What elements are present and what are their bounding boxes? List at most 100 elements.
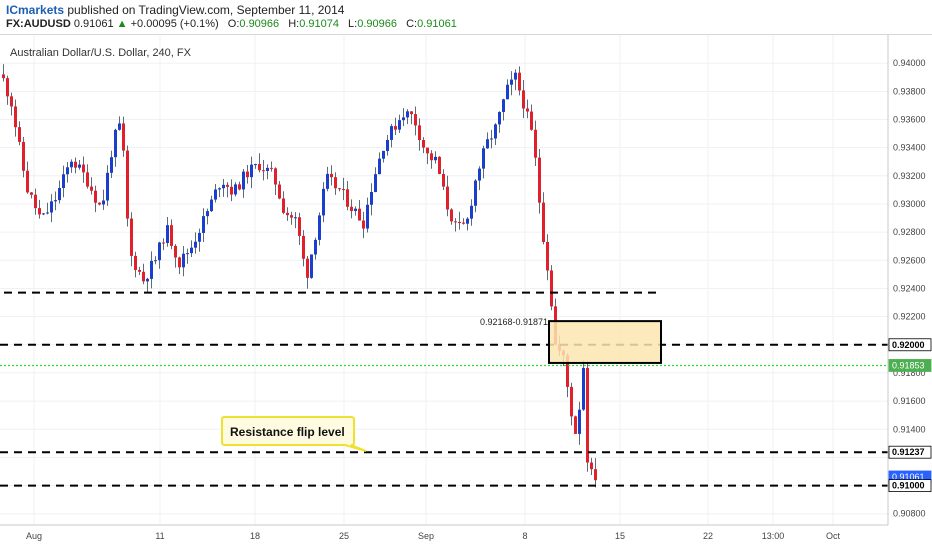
candle-up — [102, 200, 105, 205]
candle-up — [366, 204, 369, 229]
candle-up — [150, 260, 153, 279]
candle-down — [270, 167, 273, 169]
candle-down — [590, 462, 593, 470]
zone-rect[interactable] — [548, 320, 662, 364]
candle-down — [290, 215, 293, 218]
candle-down — [414, 114, 417, 126]
candle-down — [238, 184, 241, 190]
y-tick-label: 0.91800 — [893, 368, 926, 378]
candle-down — [546, 241, 549, 271]
candle-up — [78, 164, 81, 168]
publisher-name[interactable]: ICmarkets — [6, 3, 65, 17]
candle-up — [146, 278, 149, 282]
candle-up — [498, 111, 501, 125]
x-tick-label: Aug — [26, 531, 42, 541]
candle-down — [170, 225, 173, 246]
candle-up — [254, 164, 257, 166]
y-tick-label: 0.92800 — [893, 227, 926, 237]
candle-down — [422, 140, 425, 148]
candle-down — [574, 416, 577, 434]
candle-up — [62, 174, 65, 189]
x-tick-label: 8 — [522, 531, 527, 541]
candle-down — [26, 170, 29, 193]
candle-up — [186, 253, 189, 255]
candle-down — [90, 186, 93, 191]
time-axis[interactable]: Aug 11 18 25 Sep 8 15 22 13:00 Oct — [26, 531, 841, 541]
candle-up — [578, 409, 581, 434]
candle-down — [442, 174, 445, 187]
candle-down — [6, 78, 9, 97]
change-up-icon: ▲ — [116, 18, 128, 30]
open-value: 0.90966 — [239, 18, 280, 30]
candle-down — [178, 257, 181, 268]
y-tick-label: 0.93800 — [893, 86, 926, 96]
price-label-text: 0.91853 — [892, 360, 925, 370]
candles — [2, 64, 597, 488]
candle-down — [430, 153, 433, 161]
candle-down — [566, 355, 569, 387]
candle-up — [398, 120, 401, 130]
candle-down — [446, 186, 449, 210]
annotation-callout[interactable]: Resistance flip level — [221, 416, 367, 452]
candle-up — [154, 260, 157, 262]
candle-up — [210, 199, 213, 212]
price-label-box — [888, 445, 932, 459]
candle-up — [50, 201, 53, 213]
chart-title: Australian Dollar/U.S. Dollar, 240, FX — [10, 47, 192, 59]
published-info: published on TradingView.com, September … — [67, 3, 345, 17]
candle-up — [582, 367, 585, 410]
candle-down — [282, 198, 285, 213]
y-tick-label: 0.93000 — [893, 199, 926, 209]
candle-down — [362, 220, 365, 229]
candle-up — [310, 254, 313, 278]
candle-up — [118, 123, 121, 130]
price-axis[interactable]: 0.94000 0.93800 0.93600 0.93400 0.93200 0.930… — [893, 58, 926, 519]
candle-up — [218, 188, 221, 190]
x-tick-label: Sep — [418, 531, 434, 541]
price-label-box — [888, 359, 932, 372]
candle-down — [262, 170, 265, 172]
candle-down — [74, 161, 77, 168]
candle-up — [354, 208, 357, 211]
candle-up — [478, 168, 481, 181]
candle-up — [242, 171, 245, 190]
candle-up — [318, 215, 321, 240]
candle-down — [458, 221, 461, 223]
candle-down — [530, 111, 533, 130]
candle-down — [126, 150, 129, 219]
candle-down — [130, 218, 133, 256]
candle-down — [410, 111, 413, 115]
x-tick-label: 15 — [615, 531, 625, 541]
candle-up — [70, 161, 73, 168]
grid — [0, 35, 888, 525]
candle-down — [122, 123, 125, 151]
candle-up — [42, 213, 45, 215]
price-label-box — [888, 479, 932, 492]
candle-down — [394, 126, 397, 130]
candle-up — [402, 117, 405, 121]
candle-up — [370, 191, 373, 205]
candle-down — [330, 173, 333, 178]
candle-up — [406, 111, 409, 118]
candle-down — [18, 127, 21, 142]
candle-down — [306, 258, 309, 278]
candle-down — [594, 469, 597, 481]
candle-up — [250, 164, 253, 178]
candle-down — [82, 164, 85, 173]
candle-up — [294, 217, 297, 219]
candle-down — [2, 74, 5, 79]
price-label-text: 0.91061 — [892, 472, 925, 482]
y-tick-label: 0.90800 — [893, 509, 926, 519]
candle-up — [322, 188, 325, 216]
price-label-box — [888, 338, 932, 352]
candle-down — [334, 177, 337, 189]
candle-up — [486, 139, 489, 149]
candle-down — [94, 190, 97, 203]
candle-down — [286, 212, 289, 216]
price-label-text: 0.91237 — [892, 447, 925, 457]
candle-down — [10, 96, 13, 107]
symbol-label: FX:AUDUSD — [6, 18, 71, 30]
candle-down — [230, 186, 233, 195]
